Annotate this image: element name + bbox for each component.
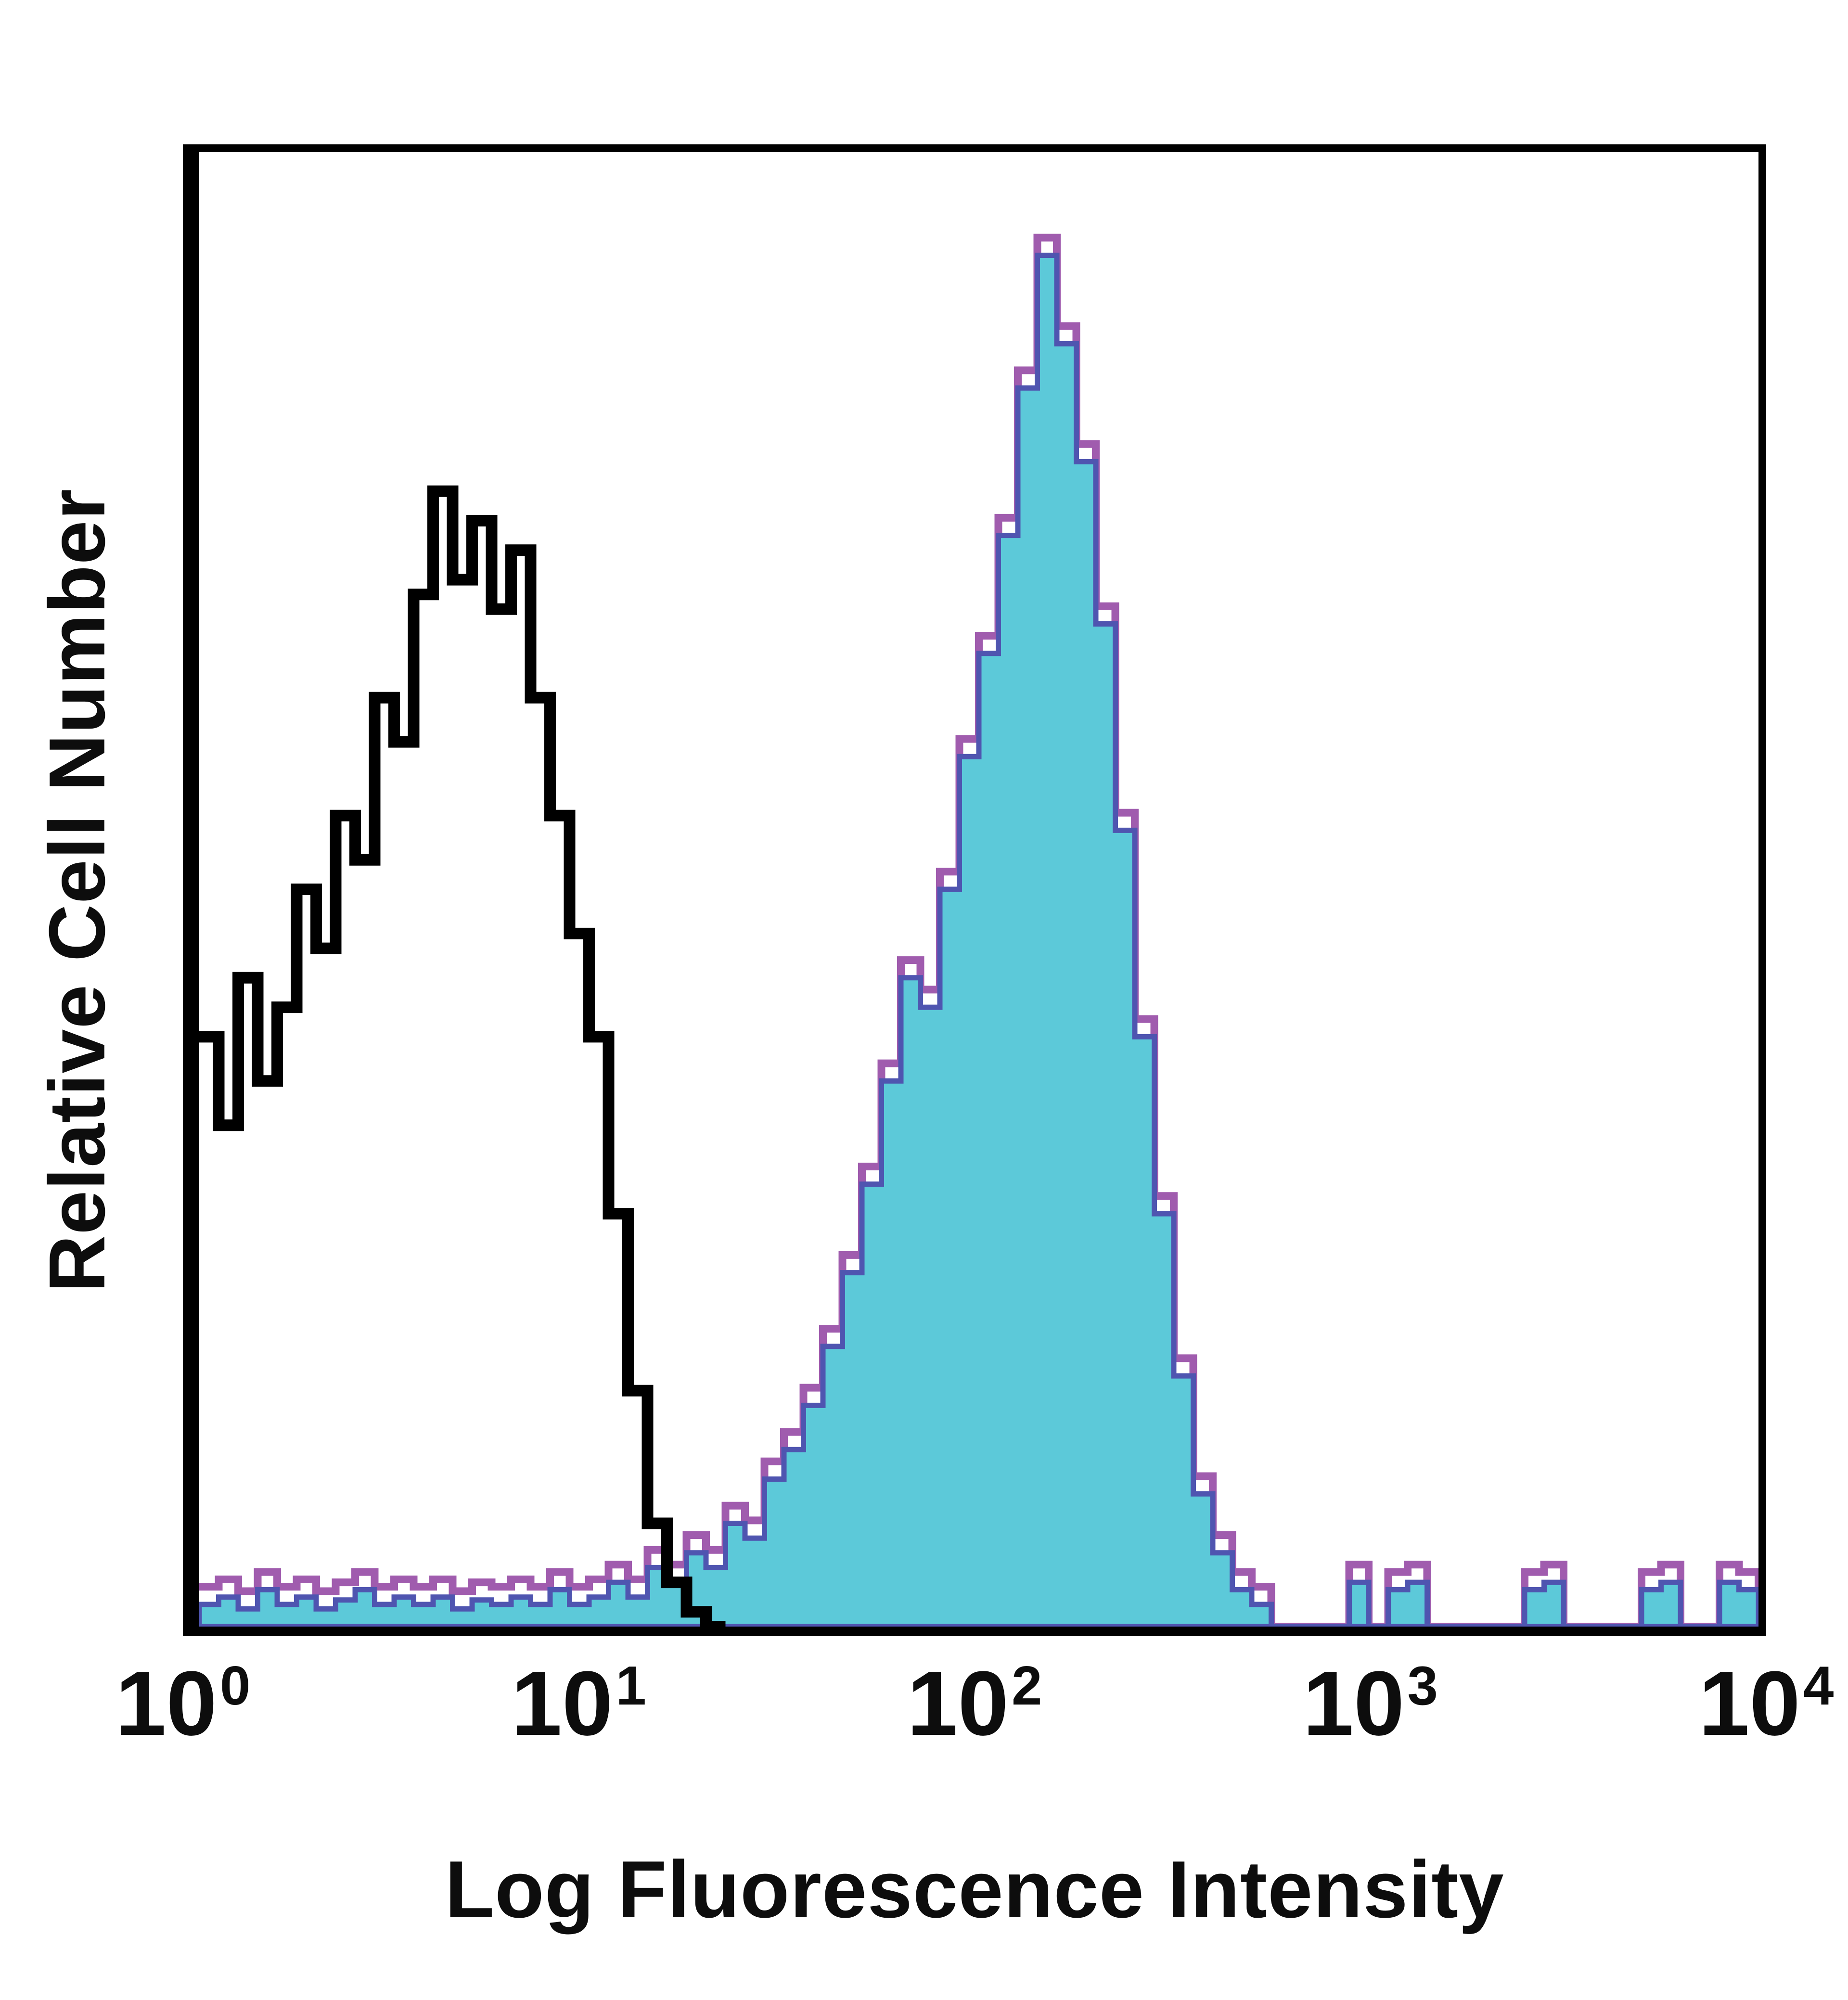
x-tick-label-10-0: 100 xyxy=(116,1658,251,1749)
x-tick-row: 100 101 102 103 104 xyxy=(116,1658,1834,1783)
x-tick-label-10-2: 102 xyxy=(907,1658,1042,1749)
tick-exponent: 3 xyxy=(1407,1655,1438,1717)
y-axis-title-text: Relative Cell Number xyxy=(32,488,121,1293)
tick-base: 10 xyxy=(511,1653,613,1755)
tick-base: 10 xyxy=(1698,1653,1800,1755)
stained-histogram-accent-outline xyxy=(199,233,1758,1627)
tick-exponent: 2 xyxy=(1011,1655,1042,1717)
x-axis-title: Log Fluorescence Intensity xyxy=(445,1844,1504,1935)
x-tick-label-10-1: 101 xyxy=(511,1658,646,1749)
plot-area xyxy=(183,144,1766,1636)
control-histogram-path xyxy=(199,485,726,1627)
histogram-svg xyxy=(199,233,1758,1627)
tick-exponent: 0 xyxy=(219,1655,251,1717)
x-tick-label-10-3: 103 xyxy=(1303,1658,1438,1749)
tick-base: 10 xyxy=(115,1653,217,1755)
x-tick-label-10-4: 104 xyxy=(1699,1658,1834,1749)
tick-base: 10 xyxy=(1303,1653,1405,1755)
stained-histogram-path xyxy=(199,253,1758,1627)
tick-exponent: 4 xyxy=(1803,1655,1834,1717)
tick-base: 10 xyxy=(907,1653,1009,1755)
tick-exponent: 1 xyxy=(616,1655,646,1717)
y-axis-title: Relative Cell Number xyxy=(14,144,140,1636)
